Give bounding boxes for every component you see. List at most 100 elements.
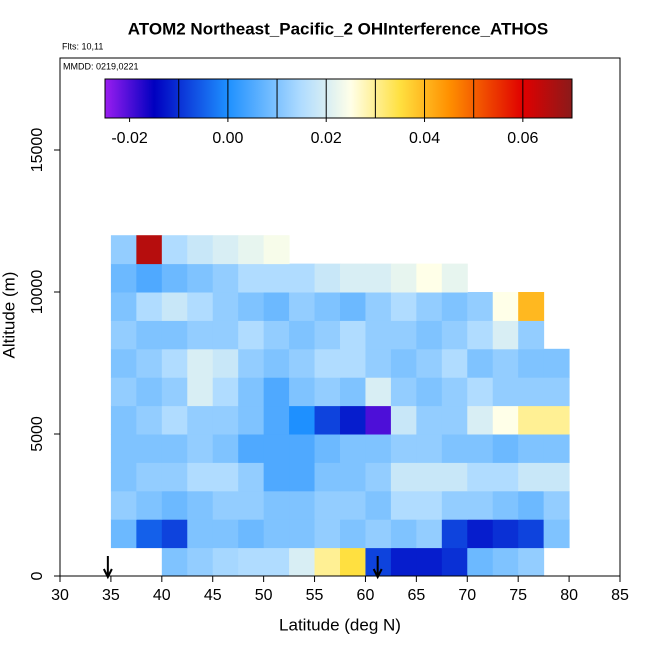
cell [390,434,417,463]
cell [390,490,417,520]
cell [467,547,494,577]
cell [441,434,468,463]
cell [340,348,366,378]
cell [365,434,392,463]
cell [518,320,545,350]
cell [136,462,163,492]
cell [365,405,392,435]
cell [492,434,519,463]
cell [340,377,366,407]
cell [518,377,545,407]
cell [161,462,188,492]
cell [467,292,494,321]
cell [212,235,239,265]
cell [518,490,545,520]
cell [161,377,188,407]
cell [492,519,519,549]
cell [187,377,214,407]
cell [390,292,417,321]
cell [238,235,265,265]
cell [212,547,239,577]
cell [441,547,468,577]
cell [416,462,443,492]
cell [136,263,163,293]
cell [467,377,494,407]
cell [187,462,214,492]
cell [390,547,417,577]
cell [416,320,443,350]
cell [314,377,341,407]
cell [518,462,545,492]
cell [161,348,188,378]
cell [110,235,137,265]
cell [136,348,163,378]
cell [365,462,392,492]
y-tick-label: 10000 [29,270,46,315]
cell [416,519,443,549]
heatmap [110,235,570,577]
cell [238,490,265,520]
cell [416,547,443,577]
cell [390,263,417,293]
cell [212,434,239,463]
cell [187,263,214,293]
cell [263,462,290,492]
cell [467,434,494,463]
cell [441,292,468,321]
cell [390,320,417,350]
x-tick-label: 80 [560,587,578,604]
cell [238,348,265,378]
cell [110,519,137,549]
cell [289,490,316,520]
cell [136,377,163,407]
cell [416,263,443,293]
cell [289,292,316,321]
cell [314,462,341,492]
cell [289,462,316,492]
cell [187,519,214,549]
cell [314,519,341,549]
cell [543,434,570,463]
cell [212,490,239,520]
annotation: Flts: 10,11 [62,41,103,51]
cell [263,490,290,520]
cell [314,405,341,435]
cell [365,320,392,350]
cell [263,263,290,293]
cell [238,263,265,293]
cell [441,263,468,293]
cell [441,462,468,492]
cell [416,292,443,321]
x-tick-label: 75 [509,587,527,604]
cell [238,292,265,321]
cell [238,405,265,435]
cell [518,348,545,378]
cell [365,292,392,321]
cell [187,490,214,520]
cell [492,462,519,492]
cell [110,263,137,293]
colorbar-tick-label: 0.00 [212,130,243,147]
cell [340,462,366,492]
cell [263,405,290,435]
cell [263,377,290,407]
x-tick-label: 35 [102,587,120,604]
plot-frame [59,57,621,577]
cell [289,263,316,293]
cell [416,490,443,520]
x-tick-label: 30 [51,587,69,604]
cell [238,519,265,549]
cell [289,547,316,577]
x-tick-label: 50 [255,587,273,604]
cell [543,490,570,520]
cell [136,405,163,435]
cell [518,434,545,463]
cell [543,519,570,549]
cell [263,434,290,463]
cell [340,434,366,463]
x-tick-label: 60 [357,587,375,604]
cell [136,490,163,520]
cell [518,547,545,577]
cell [187,320,214,350]
cell [136,519,163,549]
